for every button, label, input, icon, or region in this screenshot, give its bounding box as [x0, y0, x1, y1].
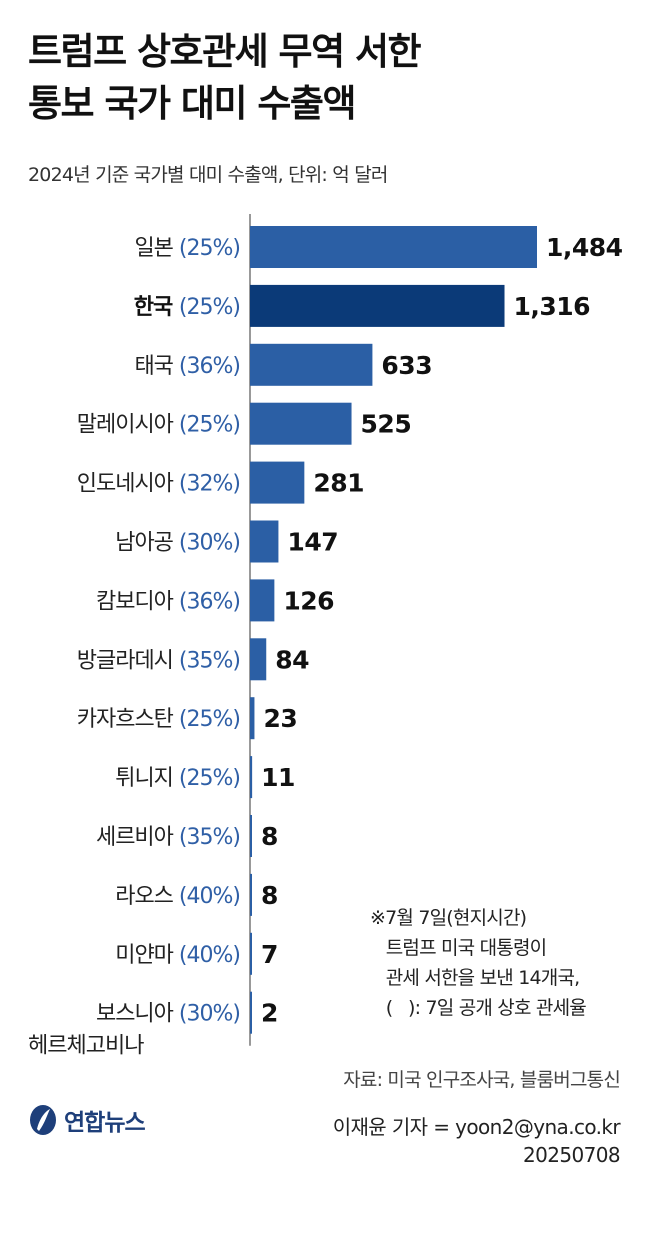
- credit: 이재윤 기자 = yoon2@yna.co.kr 20250708: [332, 1113, 621, 1169]
- logo: 연합뉴스: [28, 1103, 146, 1137]
- category-label-11: 라오스 (40%): [115, 884, 240, 909]
- page-title: 트럼프 상호관세 무역 서한 통보 국가 대미 수출액: [28, 26, 628, 130]
- category-label-13: 보스니아 (30%): [96, 1002, 240, 1027]
- logo-text: 연합뉴스: [64, 1110, 146, 1136]
- category-label-10: 세르비아 (35%): [96, 825, 240, 850]
- value-label-11: 8: [261, 881, 278, 910]
- value-label-13: 2: [261, 999, 278, 1028]
- value-label-12: 7: [261, 940, 278, 969]
- value-label-2: 633: [381, 351, 432, 380]
- title-line-2: 통보 국가 대미 수출액: [28, 82, 357, 125]
- subtitle: 2024년 기준 국가별 대미 수출액, 단위: 억 달러: [28, 164, 388, 186]
- value-label-8: 23: [263, 704, 297, 733]
- value-label-1: 1,316: [514, 292, 591, 321]
- category-label-12: 미얀마 (40%): [115, 943, 240, 968]
- value-label-5: 147: [287, 528, 338, 557]
- bar-chart: 1,484 일본 (25%) 1,316 한국 (25%) 633 태국 (36%) 525…: [28, 214, 623, 1059]
- note: ※7월 7일(현지시간) 트럼프 미국 대통령이 관세 서한을 보낸 14개국,…: [370, 903, 587, 1023]
- category-label-8: 카자흐스탄 (25%): [77, 707, 240, 732]
- value-label-3: 525: [361, 410, 412, 439]
- category-label-13-line2: 헤르체고비나: [28, 1034, 144, 1059]
- note-line-2: 트럼프 미국 대통령이: [370, 937, 547, 959]
- logo-icon: [30, 1105, 56, 1135]
- category-label-7: 방글라데시 (35%): [77, 648, 240, 673]
- bar-7: [250, 638, 267, 681]
- value-label-9: 11: [261, 763, 295, 792]
- category-label-9: 튀니지 (25%): [115, 766, 240, 791]
- credit-line-1: 이재윤 기자 = yoon2@yna.co.kr: [332, 1115, 621, 1139]
- bar-10: [250, 815, 252, 857]
- bar-11: [250, 873, 252, 916]
- credit-line-2: 20250708: [523, 1143, 621, 1167]
- bar-1: [250, 284, 505, 327]
- bar-13: [250, 991, 252, 1034]
- category-label-1: 한국 (25%): [134, 295, 240, 320]
- bar-6: [250, 579, 275, 622]
- bar-2: [250, 343, 373, 386]
- title-line-1: 트럼프 상호관세 무역 서한: [28, 30, 422, 73]
- note-line-3: 관세 서한을 보낸 14개국,: [370, 967, 580, 989]
- bar-5: [250, 520, 279, 563]
- value-label-4: 281: [313, 469, 364, 498]
- bar-8: [250, 697, 255, 740]
- note-line-1: ※7월 7일(현지시간): [370, 907, 527, 929]
- category-label-5: 남아공 (30%): [115, 531, 240, 556]
- bar-0: [250, 226, 537, 268]
- bar-4: [250, 461, 305, 504]
- source: 자료: 미국 인구조사국, 블룸버그통신: [343, 1069, 621, 1091]
- category-label-4: 인도네시아 (32%): [77, 472, 240, 497]
- value-label-6: 126: [283, 586, 334, 615]
- value-label-7: 84: [275, 645, 309, 674]
- category-label-0: 일본 (25%): [134, 236, 240, 261]
- value-label-0: 1,484: [546, 233, 623, 262]
- category-label-3: 말레이시아 (25%): [77, 413, 240, 438]
- category-label-6: 캄보디아 (36%): [96, 589, 240, 614]
- value-label-10: 8: [261, 822, 278, 851]
- bar-9: [250, 756, 253, 799]
- category-label-2: 태국 (36%): [134, 354, 240, 379]
- bar-3: [250, 402, 352, 445]
- bar-12: [250, 932, 252, 975]
- note-line-4: ( ): 7일 공개 상호 관세율: [370, 997, 587, 1019]
